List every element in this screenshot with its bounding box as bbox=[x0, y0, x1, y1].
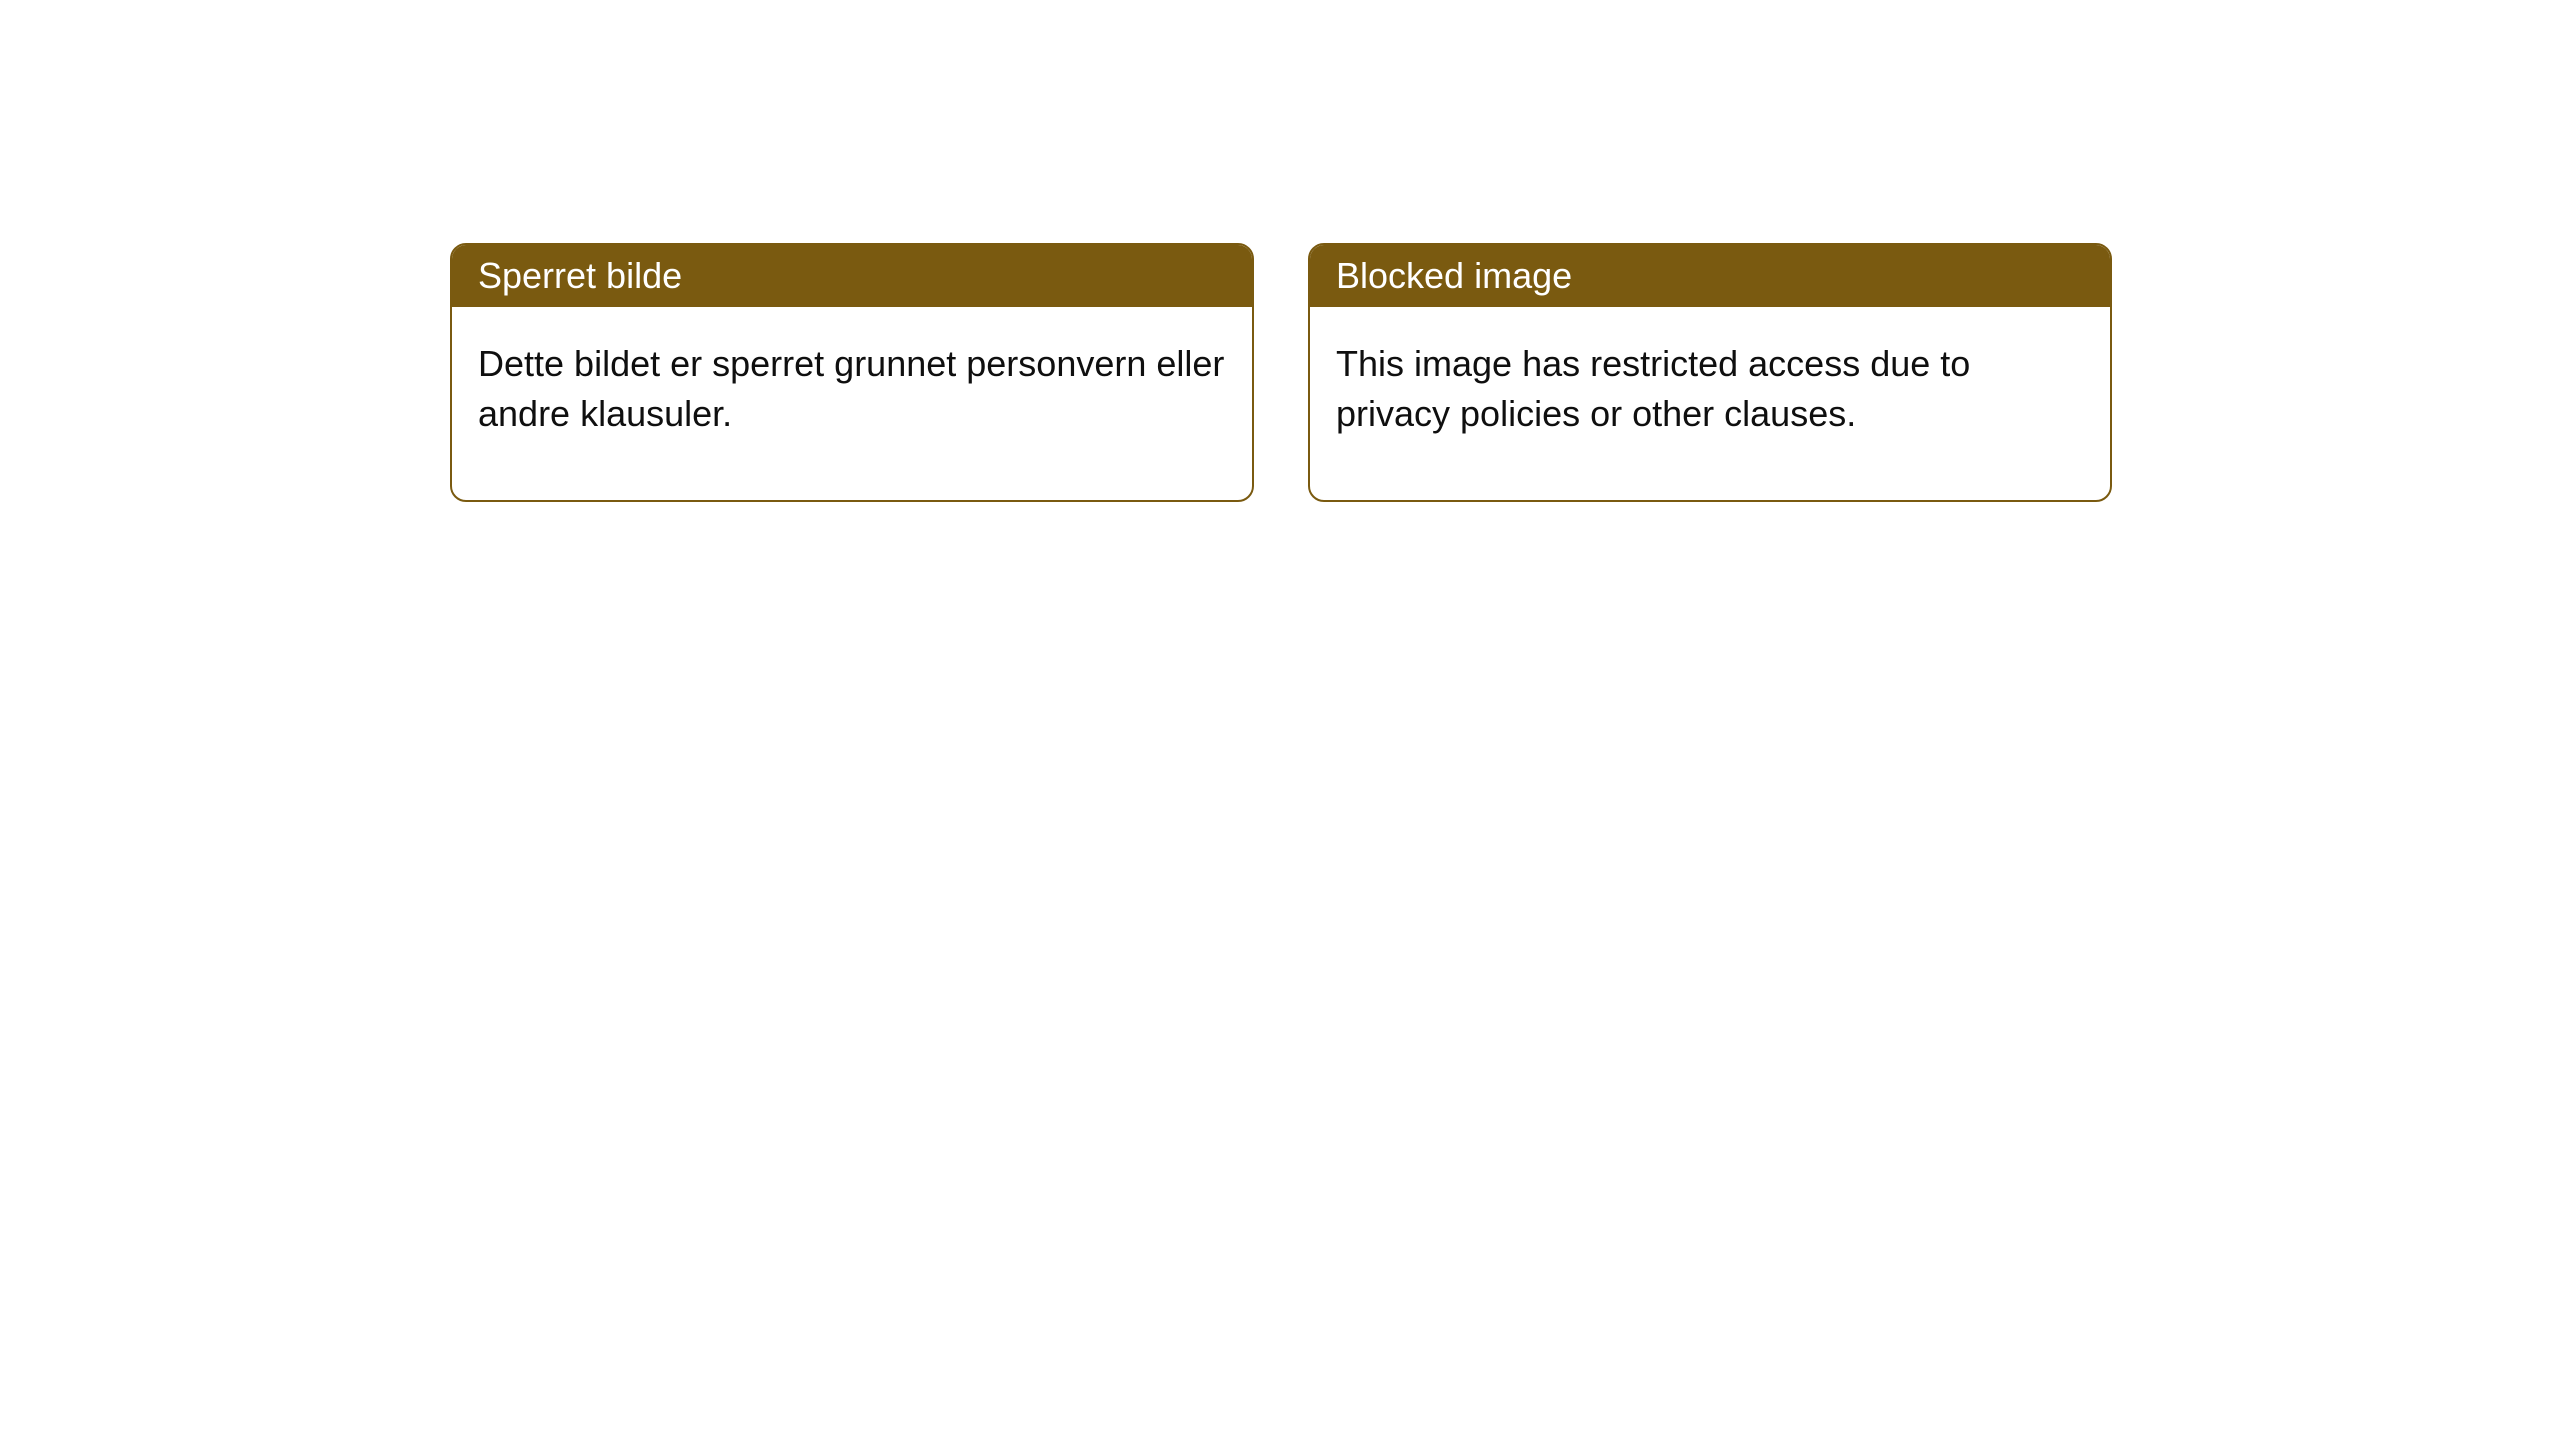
notice-header: Sperret bilde bbox=[452, 245, 1252, 307]
notice-header: Blocked image bbox=[1310, 245, 2110, 307]
notice-card-english: Blocked image This image has restricted … bbox=[1308, 243, 2112, 502]
notice-container: Sperret bilde Dette bildet er sperret gr… bbox=[450, 243, 2112, 502]
notice-body: This image has restricted access due to … bbox=[1310, 307, 2110, 500]
notice-body: Dette bildet er sperret grunnet personve… bbox=[452, 307, 1252, 500]
notice-card-norwegian: Sperret bilde Dette bildet er sperret gr… bbox=[450, 243, 1254, 502]
